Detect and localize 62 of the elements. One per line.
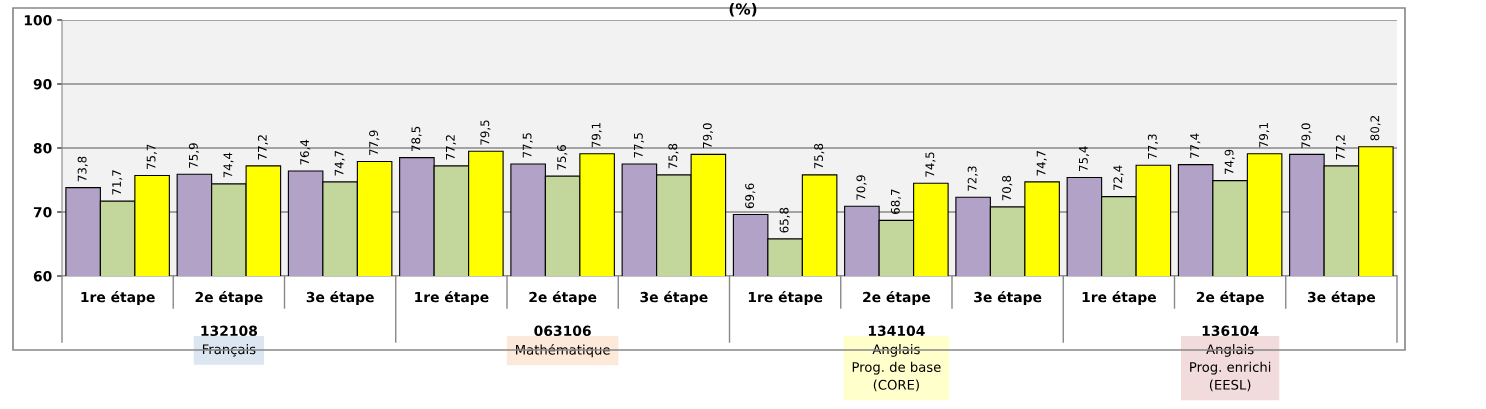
data-label: 68,7 <box>890 189 901 214</box>
data-label: 78,5 <box>411 126 422 152</box>
y-tick-label: 80 <box>33 142 52 154</box>
x-tick-label: 2e étape <box>195 291 263 305</box>
x-tick-label: 3e étape <box>1307 291 1376 305</box>
data-label: 77,3 <box>1147 134 1158 159</box>
data-label: 77,9 <box>369 130 380 155</box>
x-tick-label: 1re étape <box>748 291 823 305</box>
data-label: 74,9 <box>1224 149 1235 175</box>
data-label: 75,6 <box>557 145 568 170</box>
data-label: 75,8 <box>814 143 825 169</box>
x-tick-label: 2e étape <box>1196 291 1264 305</box>
x-tick-label: 3e étape <box>306 291 374 305</box>
data-label: 72,3 <box>967 166 978 191</box>
y-tick-label: 70 <box>33 206 52 218</box>
data-label: 79,0 <box>1301 123 1312 148</box>
x-tick-label: 2e étape <box>863 291 931 305</box>
text: 132108 <box>201 325 258 337</box>
text: 134104 <box>868 325 925 337</box>
data-label: 75,8 <box>668 143 679 169</box>
data-label: 70,9 <box>856 175 867 200</box>
data-label: 74,7 <box>1036 151 1047 176</box>
data-label: 80,2 <box>1370 116 1381 141</box>
data-label: 77,2 <box>1335 135 1346 160</box>
y-tick-label: 60 <box>33 270 52 282</box>
x-tick-label: 1re étape <box>81 291 155 305</box>
text: Anglais Prog. enrichi (EESL) <box>1190 344 1271 392</box>
data-label: 77,2 <box>257 135 268 160</box>
data-label: 69,6 <box>745 183 756 209</box>
y-tick-label: 90 <box>33 78 52 90</box>
x-tick-label: 1re étape <box>1082 291 1156 305</box>
text: Français <box>202 344 256 357</box>
data-label: 75,7 <box>146 144 157 169</box>
data-label: 74,7 <box>334 151 345 176</box>
data-label: 73,8 <box>77 156 88 182</box>
data-label: 77,5 <box>522 133 533 158</box>
text: Anglais Prog. de base (CORE) <box>852 344 941 392</box>
data-label: 74,4 <box>223 152 234 178</box>
data-label: 71,7 <box>112 170 123 195</box>
data-label: 65,8 <box>779 207 790 233</box>
data-label: 77,2 <box>445 135 457 160</box>
x-tick-label: 1re étape <box>415 291 489 305</box>
data-label: 77,5 <box>634 133 645 158</box>
data-label: 79,1 <box>591 123 602 148</box>
x-tick-label: 3e étape <box>640 291 708 305</box>
data-label: 79,0 <box>702 123 713 148</box>
data-label: 70,8 <box>1002 175 1013 201</box>
data-label: 77,4 <box>1190 133 1201 159</box>
text: 063106 <box>534 325 591 337</box>
x-tick-label: 2e étape <box>529 291 597 305</box>
data-label: 74,5 <box>925 152 936 177</box>
text: 136104 <box>1202 325 1259 337</box>
data-label: 72,4 <box>1113 165 1124 191</box>
data-label: 76,4 <box>300 139 311 165</box>
data-label: 75,9 <box>188 143 200 168</box>
data-label: 75,4 <box>1079 146 1090 171</box>
x-tick-label: 3e étape <box>974 291 1042 305</box>
chart-title: (%) <box>729 3 757 17</box>
y-tick-label: 100 <box>24 14 52 26</box>
data-label: 79,1 <box>1259 123 1270 148</box>
data-label: 79,5 <box>480 120 491 145</box>
text: Mathématique <box>516 344 610 358</box>
